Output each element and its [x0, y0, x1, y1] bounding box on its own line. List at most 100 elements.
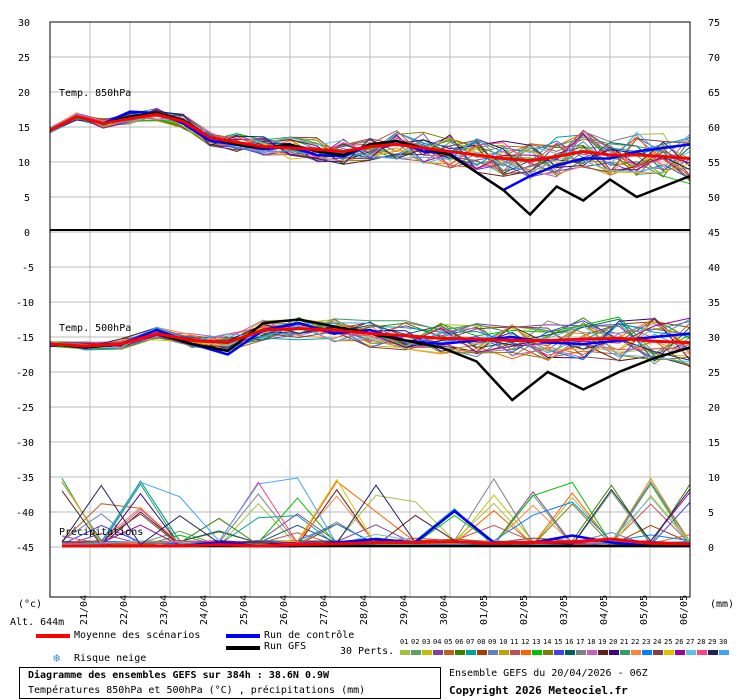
perturbation-line: [49, 109, 691, 180]
y-right-tick-label: 40: [708, 263, 720, 274]
pert-color-swatch: [499, 650, 509, 655]
y-tick-label: -45: [16, 543, 34, 554]
pert-color-swatch: [686, 650, 696, 655]
y-right-tick-label: 20: [708, 403, 720, 414]
legend-gfs-swatch: [226, 646, 260, 650]
y-tick-label: 10: [18, 158, 30, 169]
x-tick-label: 06/05: [679, 595, 690, 625]
perturbation-line: [49, 322, 691, 358]
legend-perts-label: 30 Perts.: [340, 646, 395, 657]
pert-color-swatch: [521, 650, 531, 655]
legend-gfs-label: Run GFS: [264, 641, 307, 652]
legend-control-swatch: [226, 634, 260, 638]
mean-line-precip: [62, 537, 691, 548]
x-tick-label: 01/05: [479, 595, 490, 625]
pert-color-swatch: [543, 650, 553, 655]
legend-control-label: Run de contrôle: [264, 630, 355, 641]
pert-color-swatch: [609, 650, 619, 655]
pert-color-swatch: [477, 650, 487, 655]
pert-color-swatch: [488, 650, 498, 655]
pert-number-label: 20: [609, 638, 618, 646]
left-unit-label: (°c): [18, 599, 43, 610]
pert-number-label: 14: [543, 638, 552, 646]
pert-number-label: 11: [510, 638, 519, 646]
pert-color-swatch: [620, 650, 630, 655]
pert-number-label: 04: [433, 638, 442, 646]
pert-number-label: 01: [400, 638, 409, 646]
pert-number-label: 22: [631, 638, 640, 646]
x-tick-label: 24/04: [199, 595, 210, 625]
pert-number-label: 08: [477, 638, 486, 646]
y-tick-label: 20: [18, 88, 30, 99]
pert-color-swatch: [708, 650, 718, 655]
y-right-tick-label: 55: [708, 158, 720, 169]
pert-number-label: 13: [532, 638, 541, 646]
info-box: Diagramme des ensembles GEFS sur 384h : …: [19, 667, 441, 699]
run-label: Ensemble GEFS du 20/04/2026 - 06Z: [449, 668, 648, 679]
pert-number-label: 16: [565, 638, 574, 646]
x-tick-label: 26/04: [279, 595, 290, 625]
chart-grid: 21/04 22/04 23/04 24/04 25/04 26/04 27/04 28/04…: [16, 18, 720, 625]
y-tick-label: -15: [16, 333, 34, 344]
pert-color-swatch: [576, 650, 586, 655]
x-tick-label: 27/04: [319, 595, 330, 625]
pert-color-swatch: [587, 650, 597, 655]
y-tick-label: -5: [22, 263, 34, 274]
mean-line-t850: [49, 112, 691, 163]
y-right-tick-label: 0: [708, 543, 714, 554]
info-title: Diagramme des ensembles GEFS sur 384h : …: [28, 670, 330, 681]
x-tick-label: 02/05: [519, 595, 530, 625]
x-tick-label: 22/04: [119, 595, 130, 625]
x-tick-label: 21/04: [79, 595, 90, 625]
pert-number-label: 09: [488, 638, 497, 646]
perturbation-line: [61, 484, 691, 546]
snowflake-icon: ❄: [53, 651, 61, 665]
pert-number-label: 29: [708, 638, 717, 646]
pert-color-swatch: [664, 650, 674, 655]
pert-color-swatch: [554, 650, 564, 655]
pert-color-swatch: [642, 650, 652, 655]
pert-color-swatch: [719, 650, 729, 655]
y-tick-label: -10: [16, 298, 34, 309]
pert-color-swatch: [532, 650, 542, 655]
y-tick-label: 5: [24, 193, 30, 204]
info-subtitle: Températures 850hPa et 500hPa (°C) , pré…: [28, 685, 366, 696]
copyright-label: Copyright 2026 Meteociel.fr: [449, 684, 628, 697]
x-tick-label: 05/05: [639, 595, 650, 625]
mean-line-t500: [49, 327, 691, 348]
pert-number-label: 25: [664, 638, 673, 646]
panel-precip-title: Précipitations: [59, 527, 144, 538]
control-line-t500: [49, 321, 691, 356]
pert-color-swatch: [455, 650, 465, 655]
y-tick-label: -35: [16, 473, 34, 484]
y-tick-label: 30: [18, 18, 30, 29]
plot-border: [49, 21, 691, 598]
x-tick-label: 28/04: [359, 595, 370, 625]
pert-number-label: 10: [499, 638, 508, 646]
pert-color-swatch: [422, 650, 432, 655]
y-tick-label: -30: [16, 438, 34, 449]
pert-number-label: 23: [642, 638, 651, 646]
pert-color-swatch: [411, 650, 421, 655]
pert-number-label: 05: [444, 638, 453, 646]
perturbation-line: [49, 113, 691, 176]
y-tick-label: -20: [16, 368, 34, 379]
y-right-tick-label: 10: [708, 473, 720, 484]
y-right-tick-label: 65: [708, 88, 720, 99]
x-tick-label: 30/04: [439, 595, 450, 625]
y-tick-label: 0: [24, 228, 30, 239]
y-tick-label: -25: [16, 403, 34, 414]
y-tick-label: 25: [18, 53, 30, 64]
perturbation-line: [49, 110, 691, 178]
legend-mean-label: Moyenne des scénarios: [74, 630, 201, 641]
pert-number-label: 03: [422, 638, 431, 646]
pert-number-label: 30: [719, 638, 728, 646]
pert-number-label: 17: [576, 638, 585, 646]
legend-mean-swatch: [36, 634, 70, 638]
pert-color-swatch: [697, 650, 707, 655]
y-tick-label: 15: [18, 123, 30, 134]
pert-number-label: 15: [554, 638, 563, 646]
y-tick-label: -40: [16, 508, 34, 519]
pert-color-swatch: [653, 650, 663, 655]
pert-color-swatch: [598, 650, 608, 655]
